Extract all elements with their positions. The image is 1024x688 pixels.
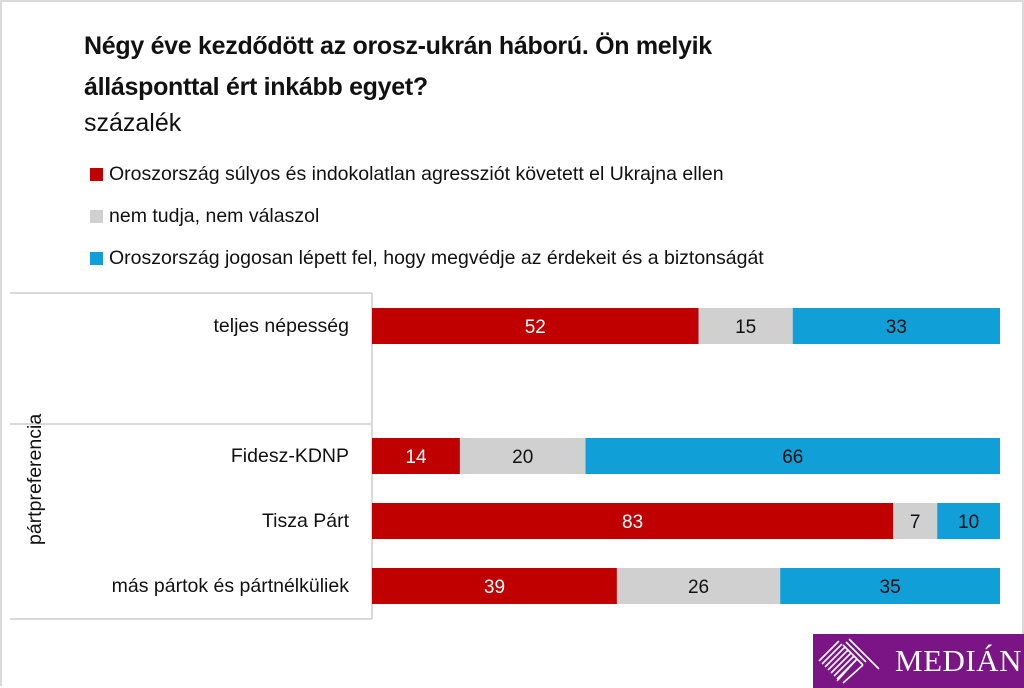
bar-fidesz-dont-know [459,438,586,474]
legend-swatch-justified [90,252,103,265]
data-label-total-dont-know: 15 [735,317,756,338]
bar-tisza-aggression [372,503,894,539]
legend-item-justified: Oroszország jogosan lépett fel, hogy meg… [90,246,764,270]
legend-swatch-aggression [90,168,103,181]
bar-total-dont-know [698,308,793,344]
data-label-tisza-aggression: 83 [622,512,643,533]
chart-subtitle: százalék [84,109,182,137]
chart-title-line-1: Négy éve kezdődött az orosz-ukrán háború… [84,32,712,60]
median-logo-icon [818,638,880,684]
row-label-other: más pártok és pártnélküliek [111,575,349,597]
row-label-fidesz: Fidesz-KDNP [230,445,349,467]
table-divider-middle [10,423,372,425]
table-divider-bottom [10,618,372,620]
median-logo-text: MEDIÁN [895,643,1022,678]
legend-label-aggression: Oroszország súlyos és indokolatlan agres… [109,163,724,185]
data-label-other-justified: 35 [880,577,901,598]
data-label-fidesz-justified: 66 [782,447,803,468]
bar-other-aggression [372,568,617,604]
chart-title: Négy éve kezdődött az orosz-ukrán háború… [84,26,904,108]
data-label-fidesz-aggression: 14 [405,447,427,468]
data-label-total-justified: 33 [886,317,907,338]
legend-label-justified: Oroszország jogosan lépett fel, hogy meg… [109,247,764,269]
row-label-tisza: Tisza Párt [261,510,349,532]
legend-swatch-dont-know [90,210,103,223]
bar-other-dont-know [616,568,781,604]
bar-fidesz-aggression [372,438,460,474]
legend-item-dont-know: nem tudja, nem válaszol [90,204,319,228]
table-divider-top [10,292,372,294]
legend-label-dont-know: nem tudja, nem válaszol [109,205,320,227]
bar-fidesz-justified [585,438,1000,474]
chart-title-line-2: állásponttal ért inkább egyet? [84,73,428,101]
bar-other-justified [780,568,1000,604]
row-label-total: teljes népesség [213,315,349,337]
legend-item-aggression: Oroszország súlyos és indokolatlan agres… [90,162,724,186]
data-label-other-aggression: 39 [484,577,505,598]
data-label-tisza-justified: 10 [958,512,979,533]
bar-total-aggression [372,308,699,344]
data-label-fidesz-dont-know: 20 [512,447,533,468]
data-label-other-dont-know: 26 [688,577,709,598]
data-label-total-aggression: 52 [525,317,546,338]
bar-tisza-dont-know [893,503,938,539]
bar-tisza-justified [937,503,1000,539]
median-logo: MEDIÁN [813,634,1024,688]
bar-total-justified [792,308,1000,344]
data-label-tisza-dont-know: 7 [910,512,921,533]
